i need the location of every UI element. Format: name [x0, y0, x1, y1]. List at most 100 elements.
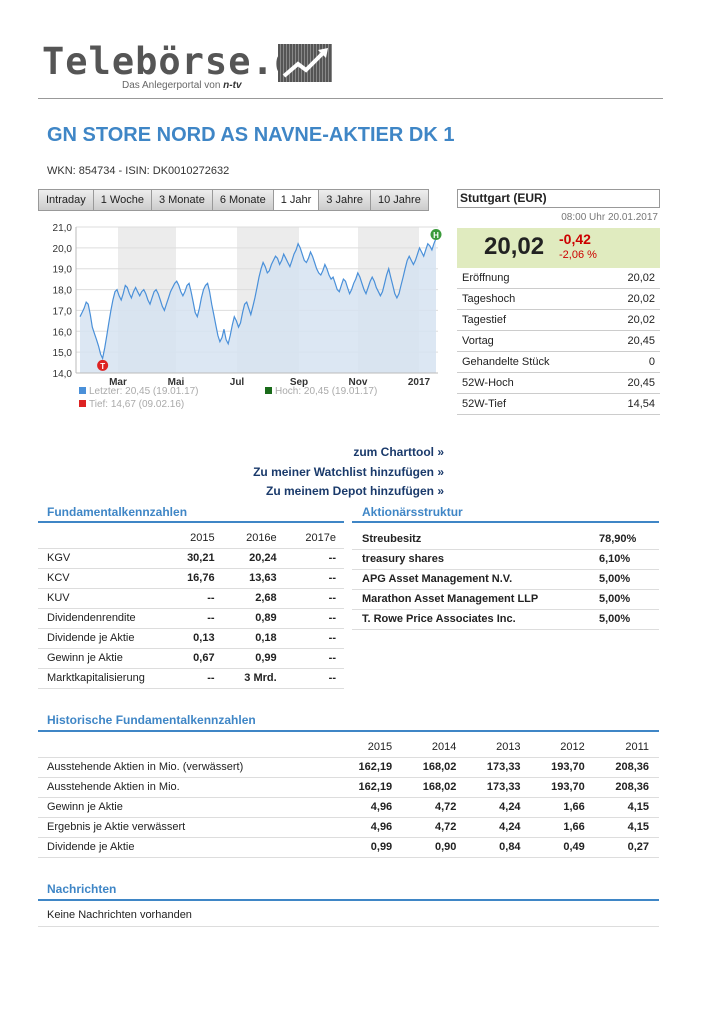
historical-value: 162,19 [338, 757, 403, 778]
historical-value: 4,72 [402, 817, 467, 838]
add-watchlist-link[interactable]: Zu meiner Watchlist hinzufügen » [253, 464, 444, 479]
news-empty-text: Keine Nachrichten vorhanden [47, 909, 192, 921]
shareholder-name: Marathon Asset Management LLP [352, 589, 599, 610]
table-row: Ausstehende Aktien in Mio. (verwässert) 1… [38, 757, 659, 778]
historical-value: 1,66 [530, 817, 595, 838]
historical-value: 1,66 [530, 797, 595, 818]
shareholder-percent: 6,10% [599, 549, 659, 570]
table-row: treasury shares 6,10% [352, 549, 659, 570]
fundamentals-year-header: 2017e [284, 528, 344, 549]
chart-line [79, 238, 437, 361]
fundamentals-value: 16,76 [168, 568, 223, 589]
fundamentals-value: -- [284, 548, 344, 569]
fundamentals-header-row: 2015 2016e 2017e [38, 528, 344, 549]
quote-timestamp: 08:00 Uhr 20.01.2017 [561, 212, 658, 223]
quote-row: 52W-Tief 14,54 [457, 394, 660, 415]
fundamentals-value: -- [284, 648, 344, 669]
table-row: Dividendenrendite -- 0,89 -- [38, 608, 344, 629]
quote-row-label: 52W-Hoch [462, 377, 514, 389]
chart-low-marker [97, 359, 109, 371]
quote-row-value: 20,02 [627, 293, 655, 305]
historical-value: 4,24 [466, 797, 531, 818]
tab-6-monate[interactable]: 6 Monate [212, 189, 274, 211]
chart-range-tabs: Intraday 1 Woche 3 Monate 6 Monate 1 Jahr 3 J… [38, 189, 429, 211]
chart-y-tick: 20,0 [53, 244, 73, 255]
tab-1-jahr[interactable]: 1 Jahr [273, 189, 320, 211]
table-row: KUV -- 2,68 -- [38, 588, 344, 609]
table-row: Ergebnis je Aktie verwässert 4,96 4,72 4,24… [38, 817, 659, 838]
historical-value: 173,33 [466, 777, 531, 798]
tab-10-jahre[interactable]: 10 Jahre [371, 189, 429, 211]
tab-3-monate[interactable]: 3 Monate [151, 189, 213, 211]
news-heading: Nachrichten [47, 882, 117, 896]
quote-details: Eröffnung 20,02 Tageshoch 20,02 Tagestief 20,… [457, 268, 660, 415]
chart-y-tick: 14,0 [53, 369, 73, 380]
historical-value: 0,27 [594, 837, 659, 858]
quote-price: 20,02 [484, 233, 545, 260]
chart-x-tick: Nov [349, 377, 368, 388]
quote-exchange[interactable]: Stuttgart (EUR) [457, 189, 660, 208]
chart-legend-swatch [79, 400, 86, 407]
fundamentals-value: -- [284, 568, 344, 589]
shareholder-name: T. Rowe Price Associates Inc. [352, 609, 599, 630]
fundamentals-label: KCV [38, 568, 168, 589]
header-divider [38, 98, 663, 99]
fundamentals-divider [38, 521, 344, 523]
add-depot-link[interactable]: Zu meinem Depot hinzufügen » [265, 484, 444, 498]
news-divider [38, 899, 659, 901]
fundamentals-value: 20,24 [222, 548, 285, 569]
historical-divider [38, 730, 659, 732]
quote-row: Vortag 20,45 [457, 331, 660, 352]
price-chart[interactable]: 21,0 20,0 19,0 18,0 17,0 16,0 15,0 14,0 Mar Mai Ju… [38, 216, 450, 418]
table-row: Ausstehende Aktien in Mio. 162,19 168,02 17… [38, 777, 659, 798]
table-row: Streubesitz 78,90% [352, 529, 659, 550]
tab-intraday[interactable]: Intraday [38, 189, 94, 211]
site-logo[interactable]: Telebörse.de Das Anlegerportal von n-tv [42, 40, 332, 92]
historical-value: 0,90 [402, 837, 467, 858]
chart-area [80, 238, 436, 373]
historical-label: Ausstehende Aktien in Mio. [38, 777, 338, 798]
historical-label: Ausstehende Aktien in Mio. (verwässert) [38, 757, 338, 778]
historical-value: 4,96 [338, 797, 403, 818]
quote-price-panel: 20,02 -0,42 -2,06 % [457, 228, 660, 268]
shareholder-percent: 5,00% [599, 609, 659, 630]
tab-3-jahre[interactable]: 3 Jahre [319, 189, 371, 211]
table-row: Gewinn je Aktie 4,96 4,72 4,24 1,66 4,15 [38, 797, 659, 818]
quote-row-label: Eröffnung [462, 272, 510, 284]
chart-legend-label: Hoch: 20,45 (19.01.17) [275, 386, 377, 397]
chart-x-tick: Sep [290, 377, 308, 388]
table-row: Gewinn je Aktie 0,67 0,99 -- [38, 648, 344, 669]
historical-label: Gewinn je Aktie [38, 797, 338, 818]
chart-high-marker [430, 228, 442, 240]
fundamentals-year-header: 2015 [168, 528, 223, 549]
shareholder-name: APG Asset Management N.V. [352, 569, 599, 590]
historical-value: 193,70 [530, 757, 595, 778]
table-row: Marathon Asset Management LLP 5,00% [352, 589, 659, 610]
chart-legend-label: Letzter: 20,45 (19.01.17) [89, 386, 199, 397]
historical-table: 2015 2014 2013 2012 2011 Ausstehende Aktien … [38, 737, 659, 858]
fundamentals-year-header: 2016e [222, 528, 285, 549]
chart-x-tick: Jul [230, 377, 245, 388]
historical-value: 4,15 [594, 817, 659, 838]
fundamentals-value: 2,68 [222, 588, 285, 609]
fundamentals-value: -- [284, 628, 344, 649]
quote-row-value: 20,02 [627, 314, 655, 326]
historical-year-header: 2015 [338, 737, 403, 758]
fundamentals-value: 0,89 [222, 608, 285, 629]
tab-1-woche[interactable]: 1 Woche [93, 189, 152, 211]
quote-row: Eröffnung 20,02 [457, 268, 660, 289]
fundamentals-value: -- [168, 608, 223, 629]
security-ids: WKN: 854734 - ISIN: DK0010272632 [47, 165, 230, 177]
historical-value: 4,96 [338, 817, 403, 838]
quote-row-label: 52W-Tief [462, 398, 507, 410]
chart-high-marker-label: H [433, 231, 439, 240]
fundamentals-label: KUV [38, 588, 168, 609]
action-links: zum Charttool » Zu meiner Watchlist hinz… [253, 443, 444, 502]
shareholder-percent: 78,90% [599, 529, 659, 550]
historical-value: 193,70 [530, 777, 595, 798]
historical-value: 173,33 [466, 757, 531, 778]
charttool-link[interactable]: zum Charttool » [353, 445, 444, 459]
fundamentals-value: 0,13 [168, 628, 223, 649]
historical-label: Dividende je Aktie [38, 837, 338, 858]
historical-value: 208,36 [594, 757, 659, 778]
